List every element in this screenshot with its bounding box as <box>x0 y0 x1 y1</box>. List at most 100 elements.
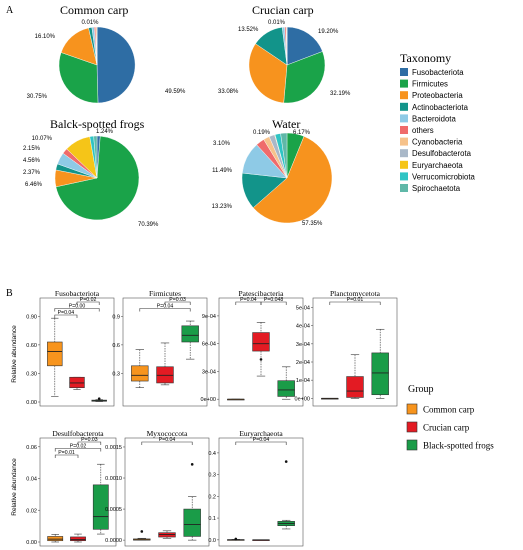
legend-label: Proteobacteria <box>412 91 463 100</box>
pie-value-label: 0.01% <box>81 20 99 26</box>
pie-slice-firmicutes <box>55 135 140 221</box>
boxplot-title: Desulfobacterota <box>52 429 104 438</box>
y-tick-label: 0.06 <box>26 445 37 451</box>
box-2 <box>181 325 199 343</box>
pie-1: 19.20% 32.19% 33.08% 13.52% 0.01% <box>218 20 351 104</box>
pie-charts: 49.59% 30.75% 16.10% 0.01% 19.20% 32.19% 33.08… <box>23 20 351 228</box>
legend-label: Bacteroidota <box>412 114 456 123</box>
p-value-label: P=0.04 <box>58 310 75 316</box>
legend-label: Verrucomicrobiota <box>412 172 475 181</box>
y-tick-label: 0.0000 <box>105 538 122 544</box>
legend-label: Euryarchaeota <box>412 161 463 170</box>
outlier-point <box>284 460 288 463</box>
legend-label: Fusobacteriota <box>412 68 464 77</box>
pie-value-label: 13.23% <box>212 204 233 210</box>
y-tick-label: 0e+00 <box>201 397 216 403</box>
y-tick-label: 3e-04 <box>296 342 310 348</box>
significance-bracket <box>139 308 191 312</box>
legend-swatch <box>400 160 408 169</box>
boxplot-patescibacteria: Patescibacteria 0e+00 3e-04 6e-04 9e-04 P=0.0… <box>201 289 304 407</box>
significance-bracket <box>54 308 100 312</box>
significance-bracket <box>141 441 193 445</box>
pie-value-label: 2.37% <box>23 170 41 176</box>
pie-value-label: 2.15% <box>23 146 41 152</box>
pie-0: 49.59% 30.75% 16.10% 0.01% <box>27 20 186 104</box>
significance-bracket <box>54 314 78 318</box>
pie-value-label: 70.39% <box>138 222 159 228</box>
y-tick-label: 0.90 <box>26 314 37 320</box>
y-tick-label: 0.30 <box>26 371 37 377</box>
legend-swatch <box>400 137 408 146</box>
legend-label: Firmicutes <box>412 80 448 89</box>
pie-value-label: 13.52% <box>238 27 259 33</box>
legend-swatch <box>400 91 408 100</box>
boxplot-desulfobacterota: Desulfobacterota0.000.020.040.06P=0.03P=… <box>26 429 117 547</box>
taxonomy-legend-title: Taxonomy <box>400 51 451 65</box>
significance-bracket <box>54 454 79 458</box>
pie-value-label: 4.56% <box>23 158 41 164</box>
p-value-label: P=0.04 <box>159 437 176 443</box>
y-tick-label: 0.0 <box>208 538 216 544</box>
y-tick-label: 9e-04 <box>202 314 216 320</box>
group-legend: Group Common carp Crucian carp Black-spott… <box>406 384 494 451</box>
pie-title-crucian-carp: Crucian carp <box>252 3 314 17</box>
p-value-label: P=0.00 <box>69 304 86 310</box>
outlier-point <box>259 358 263 361</box>
box-1 <box>346 376 364 398</box>
y-tick-label: 5e-04 <box>296 305 310 311</box>
legend-label: Desulfobacterota <box>412 149 472 158</box>
pie-value-label: 57.35% <box>302 221 323 227</box>
significance-bracket <box>54 448 102 452</box>
pie-title-common-carp: Common carp <box>60 3 128 17</box>
outlier-point <box>97 397 101 400</box>
y-tick-label: 4e-04 <box>296 324 310 330</box>
legend-swatch <box>400 79 408 88</box>
group-legend-swatch <box>406 403 418 415</box>
y-tick-label: 0.04 <box>26 477 37 483</box>
significance-bracket <box>76 301 100 305</box>
y-tick-label: 0.1 <box>208 516 216 522</box>
boxplot-fusobacteriota: Fusobacteriota0.000.300.600.90P=0.02P=0.… <box>26 289 115 407</box>
y-tick-label: 0.3 <box>208 473 216 479</box>
legend-swatch <box>400 172 408 181</box>
pie-value-label: 6.46% <box>25 182 43 188</box>
legend-swatch <box>400 184 408 192</box>
boxplot-firmicutes: Firmicutes 0.3 0.6 0.9 P=0.03P=0.04 <box>112 289 208 407</box>
pie-value-label: 10.07% <box>32 136 53 142</box>
y-tick-label: 1e-04 <box>296 378 310 384</box>
group-legend-label: Black-spotted frogs <box>423 441 494 451</box>
box-2 <box>92 484 109 530</box>
pie-value-label: 3.10% <box>213 141 231 147</box>
pie-slice-firmicutes <box>283 51 326 104</box>
pie-value-label: 11.49% <box>212 168 233 174</box>
group-legend-title: Group <box>408 384 434 395</box>
legend-swatch <box>400 126 408 134</box>
y-tick-label: 0.00 <box>26 400 37 406</box>
p-value-label: P=0.04 <box>240 297 257 303</box>
pie-title-frogs: Balck-spotted frogs <box>50 117 145 131</box>
legend-swatch <box>400 149 408 158</box>
box-1 <box>70 536 86 542</box>
taxonomy-legend: Taxonomy Fusobacteriota Firmicutes Proteob… <box>400 51 475 193</box>
significance-bracket <box>235 301 262 305</box>
p-value-label: P=0.03 <box>81 437 98 443</box>
legend-swatch <box>400 68 408 76</box>
p-value-label: P=0.01 <box>58 450 75 456</box>
boxplot-title: Firmicutes <box>149 289 181 298</box>
outlier-point <box>234 537 238 541</box>
box-0 <box>131 365 149 382</box>
box-1 <box>156 366 174 384</box>
pie-title-water: Water <box>272 117 300 131</box>
panel-a-label: A <box>6 5 14 16</box>
significance-bracket <box>164 301 191 305</box>
y-tick-label: 0e+00 <box>295 396 310 402</box>
y-tick-label: 0.0010 <box>105 476 122 482</box>
legend-label: others <box>412 126 434 135</box>
boxplot-title: Euryarchaeota <box>239 429 283 438</box>
pie-value-label: 0.19% <box>253 130 271 136</box>
y-tick-label: 0.0015 <box>105 445 122 451</box>
p-value-label: P=0.048 <box>264 297 284 303</box>
p-value-label: P=0.01 <box>347 297 364 303</box>
plot-frame <box>122 297 208 407</box>
